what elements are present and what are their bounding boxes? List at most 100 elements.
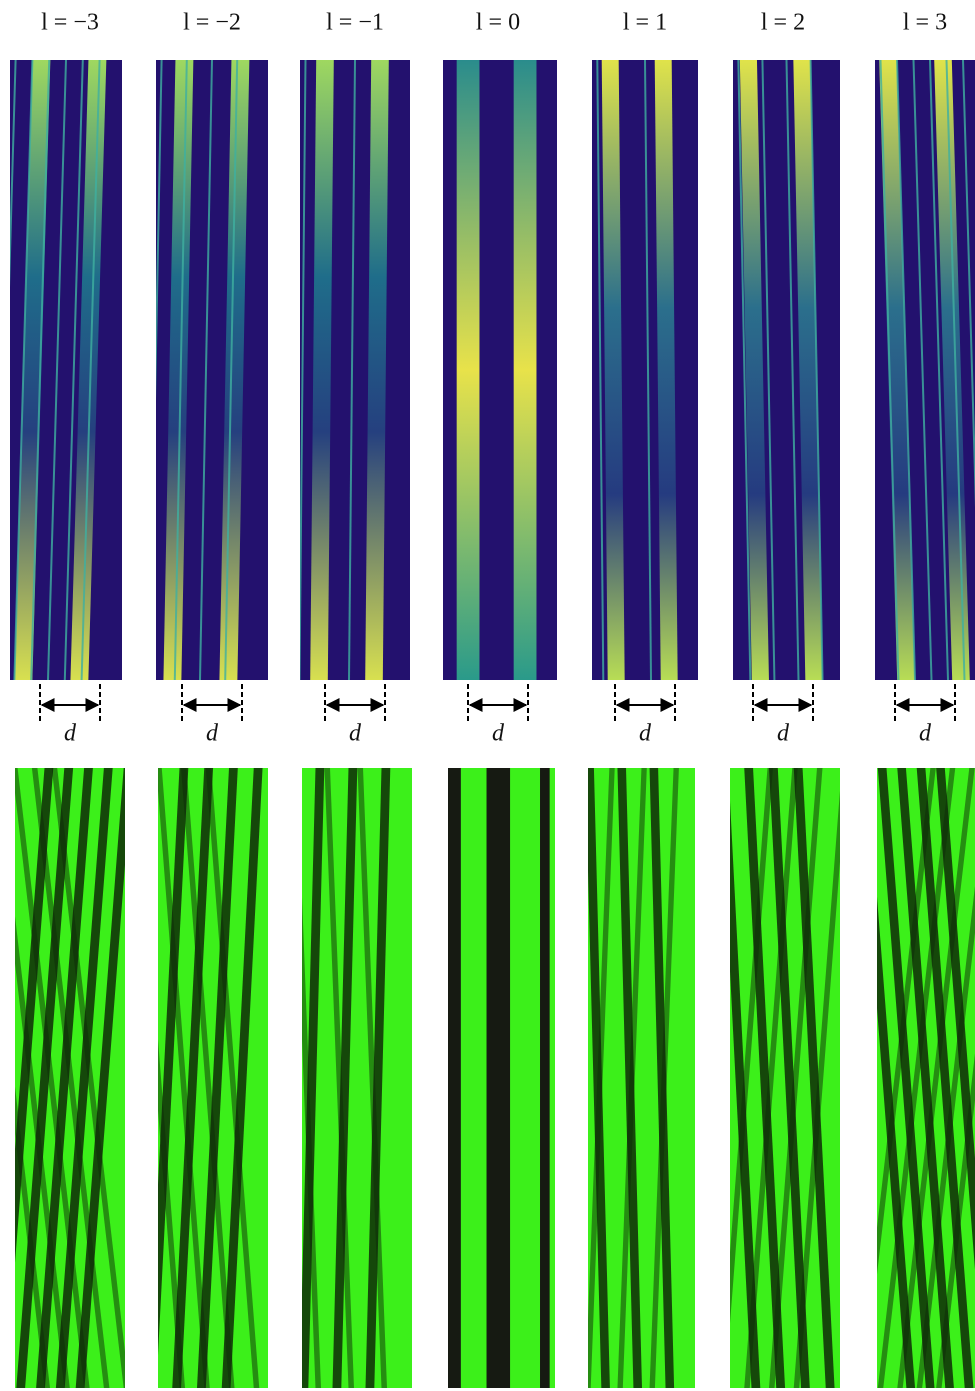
dark-fringe (51, 768, 125, 1388)
dark-fringe (205, 768, 260, 1388)
width-label: d (639, 721, 652, 747)
thin-fringe (945, 60, 966, 680)
dark-fringe (936, 1053, 975, 1388)
thin-fringe (10, 60, 17, 288)
dark-fringe (15, 768, 54, 1263)
thin-fringe (80, 60, 101, 680)
dark-fringe (486, 768, 511, 1388)
width-label: d (919, 721, 932, 747)
simulation-panel (733, 60, 840, 680)
thin-fringe (896, 60, 916, 680)
thin-fringe (929, 60, 949, 680)
thin-fringe (737, 60, 752, 680)
order-label: l = 0 (476, 10, 520, 36)
dark-fringe (936, 768, 975, 1270)
experiment-panel (877, 768, 975, 1388)
dark-fringe (302, 768, 325, 1388)
order-label: l = −1 (326, 10, 384, 36)
dark-fringe (793, 768, 835, 1388)
experiment-panel (588, 768, 695, 1388)
thin-fringe (47, 60, 67, 680)
experiment-panel (448, 768, 555, 1388)
intensity-stripe (163, 60, 194, 680)
thin-fringe (173, 60, 188, 680)
dark-fringe (769, 768, 810, 1388)
thin-fringe (644, 60, 652, 680)
thin-fringe (879, 60, 900, 680)
dark-fringe (36, 768, 93, 1388)
intensity-stripe (513, 60, 537, 680)
order-label: l = 3 (903, 10, 947, 36)
dark-fringe (357, 768, 387, 1388)
dark-fringe (877, 768, 936, 1275)
dark-fringe (649, 768, 679, 1388)
order-label: l = −2 (183, 10, 241, 36)
dark-fringe (15, 916, 70, 1388)
experiment-panel (158, 768, 268, 1388)
dark-fringe (730, 800, 761, 1388)
dark-fringe (588, 768, 615, 1388)
intensity-stripe (793, 60, 823, 680)
thin-fringe (761, 60, 776, 680)
intensity-stripe (601, 60, 625, 680)
dark-fringe (730, 768, 773, 1324)
width-label: d (349, 721, 362, 747)
dark-fringe (332, 768, 358, 1388)
thin-fringe (30, 60, 51, 680)
intensity-stripe (14, 60, 51, 680)
dark-fringe (172, 768, 214, 1388)
experiment-panel (730, 768, 840, 1388)
width-label: d (777, 721, 790, 747)
intensity-stripe (879, 60, 915, 680)
order-label: l = −3 (41, 10, 99, 36)
intensity-stripe (654, 60, 678, 680)
simulation-panel (592, 60, 698, 680)
dark-fringe (158, 768, 210, 1388)
dark-fringe (324, 768, 354, 1388)
dark-fringe (75, 768, 125, 1388)
intensity-stripe (219, 60, 250, 680)
dark-fringe (744, 768, 786, 1388)
dark-fringe (158, 768, 189, 1356)
dark-fringe (197, 768, 238, 1388)
experiment-panel (302, 768, 412, 1388)
width-label: d (206, 721, 219, 747)
dark-fringe (540, 768, 550, 1388)
dark-fringe (617, 768, 647, 1388)
experiment-panel (15, 768, 125, 1388)
thin-fringe (63, 60, 84, 680)
simulation-panel (875, 60, 975, 680)
simulation-panel (156, 60, 268, 680)
thin-fringe (156, 60, 163, 402)
thin-fringe (348, 60, 356, 680)
width-label: d (64, 721, 77, 747)
thin-fringe (13, 60, 34, 680)
dark-fringe (877, 896, 916, 1388)
dark-fringe (365, 768, 391, 1388)
simulation-panel (10, 60, 122, 680)
intensity-stripe (456, 60, 480, 680)
dark-fringe (448, 768, 461, 1388)
intensity-stripe (739, 60, 769, 680)
simulation-panel (300, 60, 410, 680)
thin-fringe (224, 60, 239, 680)
intensity-stripe (365, 60, 389, 680)
dark-fringe (221, 768, 263, 1388)
intensity-stripe (310, 60, 334, 680)
order-label: l = 2 (761, 10, 805, 36)
width-label: d (492, 721, 505, 747)
thin-fringe (596, 60, 605, 680)
thin-fringe (785, 60, 800, 680)
thin-fringe (300, 60, 307, 680)
order-label: l = 1 (623, 10, 667, 36)
dark-fringe (16, 768, 74, 1388)
dark-fringe (55, 768, 113, 1388)
thin-fringe (912, 60, 933, 680)
thin-fringe (199, 60, 213, 680)
intensity-stripe (70, 60, 107, 680)
dark-fringe (181, 768, 235, 1388)
thin-fringe (962, 60, 975, 508)
simulation-panel (443, 60, 557, 680)
dark-fringe (793, 790, 840, 1388)
